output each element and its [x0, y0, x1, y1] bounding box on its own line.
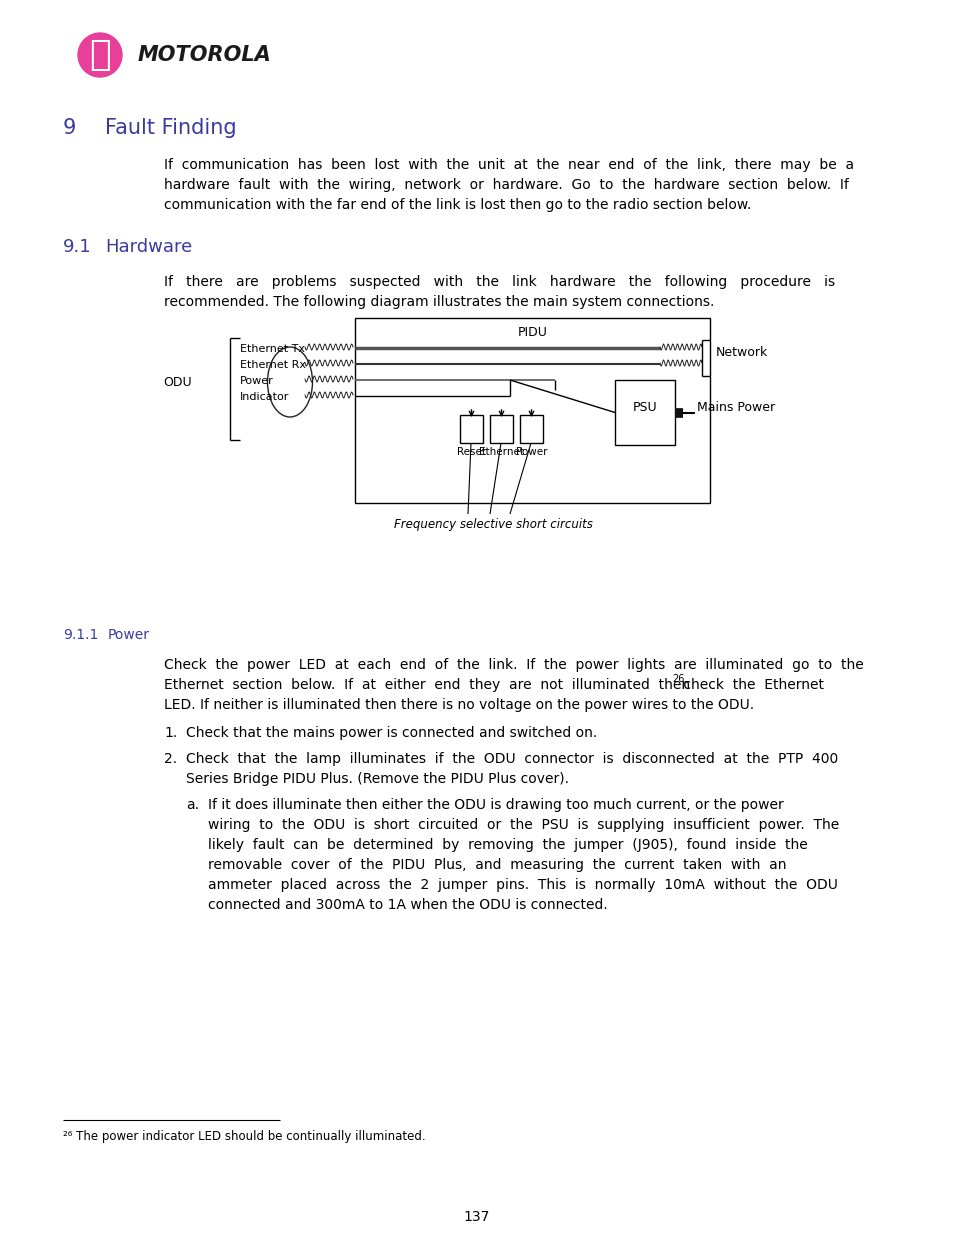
Text: Ethernet  section  below.  If  at  either  end  they  are  not  illuminated  the: Ethernet section below. If at either end…	[164, 678, 689, 692]
Text: 2.: 2.	[164, 752, 177, 766]
Bar	[519, 415, 542, 443]
Text: 1.: 1.	[164, 726, 177, 740]
Bar	[490, 415, 513, 443]
Text: a.: a.	[186, 798, 199, 811]
Text: recommended. The following diagram illustrates the main system connections.: recommended. The following diagram illus…	[164, 295, 714, 309]
Bar	[459, 415, 482, 443]
Text: 137: 137	[463, 1210, 490, 1224]
Text: Series Bridge PIDU Plus. (Remove the PIDU Plus cover).: Series Bridge PIDU Plus. (Remove the PID…	[186, 772, 568, 785]
Text: ²⁶ The power indicator LED should be continually illuminated.: ²⁶ The power indicator LED should be con…	[63, 1130, 425, 1144]
Text: likely  fault  can  be  determined  by  removing  the  jumper  (J905),  found  i: likely fault can be determined by removi…	[208, 839, 807, 852]
Text: Check  that  the  lamp  illuminates  if  the  ODU  connector  is  disconnected  : Check that the lamp illuminates if the O…	[186, 752, 838, 766]
Text: 9.1: 9.1	[63, 238, 91, 256]
Text: 26: 26	[671, 674, 683, 684]
Text: Network: Network	[716, 347, 767, 359]
Text: Ⓜ: Ⓜ	[89, 38, 111, 72]
Text: MOTOROLA: MOTOROLA	[138, 44, 272, 65]
Text: Frequency selective short circuits: Frequency selective short circuits	[394, 517, 592, 531]
Text: check  the  Ethernet: check the Ethernet	[679, 678, 823, 692]
Text: connected and 300mA to 1A when the ODU is connected.: connected and 300mA to 1A when the ODU i…	[208, 898, 607, 911]
Bar	[615, 380, 675, 445]
Text: Hardware: Hardware	[105, 238, 193, 256]
Text: removable  cover  of  the  PIDU  Plus,  and  measuring  the  current  taken  wit: removable cover of the PIDU Plus, and me…	[208, 858, 785, 872]
Circle shape	[78, 33, 122, 77]
Text: LED. If neither is illuminated then there is no voltage on the power wires to th: LED. If neither is illuminated then ther…	[164, 698, 753, 713]
Text: 9: 9	[63, 119, 76, 138]
Text: 9.1.1: 9.1.1	[63, 629, 98, 642]
Text: Indicator: Indicator	[240, 391, 289, 403]
Text: Check  the  power  LED  at  each  end  of  the  link.  If  the  power  lights  a: Check the power LED at each end of the l…	[164, 658, 862, 672]
Text: communication with the far end of the link is lost then go to the radio section : communication with the far end of the li…	[164, 198, 751, 212]
Text: Power: Power	[240, 375, 274, 387]
Text: ammeter  placed  across  the  2  jumper  pins.  This  is  normally  10mA  withou: ammeter placed across the 2 jumper pins.…	[208, 878, 837, 892]
Text: hardware  fault  with  the  wiring,  network  or  hardware.  Go  to  the  hardwa: hardware fault with the wiring, network …	[164, 178, 848, 191]
Text: ODU: ODU	[163, 375, 192, 389]
Text: PSU: PSU	[632, 401, 657, 414]
Text: Reset: Reset	[456, 447, 485, 457]
Text: Check that the mains power is connected and switched on.: Check that the mains power is connected …	[186, 726, 597, 740]
Text: If it does illuminate then either the ODU is drawing too much current, or the po: If it does illuminate then either the OD…	[208, 798, 783, 811]
Text: Ethernet Rx: Ethernet Rx	[240, 359, 306, 370]
Text: Power: Power	[516, 447, 547, 457]
Text: Mains Power: Mains Power	[697, 401, 774, 414]
Bar	[355, 317, 709, 503]
Text: Ethernet: Ethernet	[478, 447, 523, 457]
Text: PIDU: PIDU	[517, 326, 547, 338]
Text: If   there   are   problems   suspected   with   the   link   hardware   the   f: If there are problems suspected with the…	[164, 275, 834, 289]
Text: wiring  to  the  ODU  is  short  circuited  or  the  PSU  is  supplying  insuffi: wiring to the ODU is short circuited or …	[208, 818, 839, 832]
Text: Power: Power	[108, 629, 150, 642]
Text: Fault Finding: Fault Finding	[105, 119, 236, 138]
Text: Ethernet Tx: Ethernet Tx	[240, 345, 305, 354]
Text: If  communication  has  been  lost  with  the  unit  at  the  near  end  of  the: If communication has been lost with the …	[164, 158, 853, 172]
